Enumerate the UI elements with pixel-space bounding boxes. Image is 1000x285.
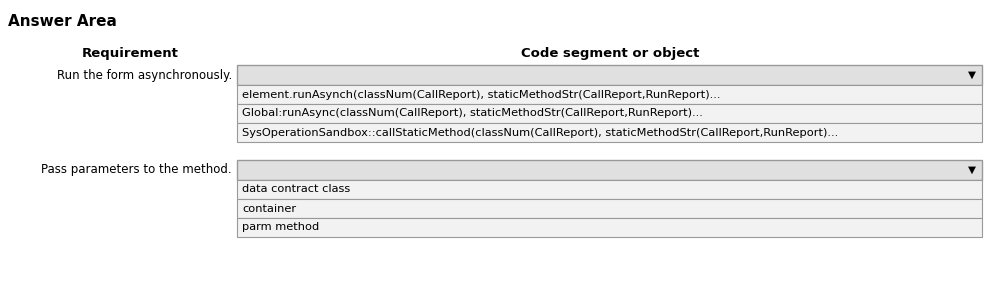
Text: SysOperationSandbox::callStaticMethod(classNum(CallReport), staticMethodStr(Call: SysOperationSandbox::callStaticMethod(cl… bbox=[242, 127, 838, 137]
Text: data contract class: data contract class bbox=[242, 184, 350, 194]
Bar bbox=[237, 160, 982, 180]
Bar bbox=[237, 65, 982, 85]
Bar bbox=[237, 85, 982, 104]
Text: Global:runAsync(classNum(CallReport), staticMethodStr(CallReport,RunReport)...: Global:runAsync(classNum(CallReport), st… bbox=[242, 109, 703, 119]
Bar bbox=[237, 199, 982, 218]
Text: ▼: ▼ bbox=[968, 70, 976, 80]
Text: container: container bbox=[242, 203, 296, 213]
Bar bbox=[237, 104, 982, 123]
Bar bbox=[237, 180, 982, 199]
Text: ▼: ▼ bbox=[968, 165, 976, 175]
Text: Code segment or object: Code segment or object bbox=[521, 47, 699, 60]
Bar bbox=[237, 218, 982, 237]
Bar bbox=[237, 123, 982, 142]
Text: Requirement: Requirement bbox=[82, 47, 178, 60]
Text: element.runAsynch(classNum(CallReport), staticMethodStr(CallReport,RunReport)...: element.runAsynch(classNum(CallReport), … bbox=[242, 89, 720, 99]
Text: Answer Area: Answer Area bbox=[8, 14, 117, 29]
Text: Pass parameters to the method.: Pass parameters to the method. bbox=[41, 164, 232, 176]
Text: parm method: parm method bbox=[242, 223, 319, 233]
Text: Run the form asynchronously.: Run the form asynchronously. bbox=[57, 68, 232, 82]
